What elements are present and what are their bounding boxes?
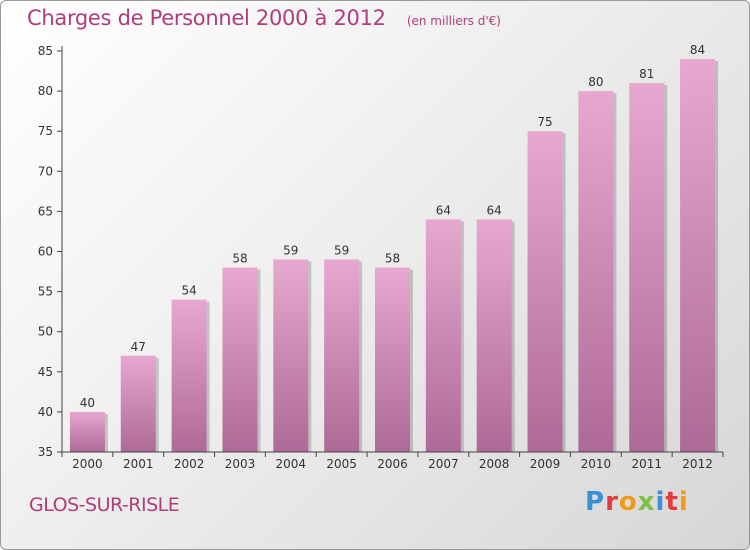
bar [375, 267, 410, 452]
logo-letter: o [618, 487, 638, 517]
y-tick-label: 50 [38, 325, 53, 339]
bar [171, 299, 207, 452]
bar [324, 259, 360, 452]
y-tick-label: 80 [38, 84, 53, 98]
bar-value-label: 84 [690, 43, 705, 57]
y-tick-label: 75 [38, 124, 53, 138]
x-tick-label: 2006 [377, 457, 408, 471]
bar [527, 131, 563, 452]
bar-value-label: 58 [232, 252, 247, 266]
x-tick-label: 2007 [428, 457, 459, 471]
logo-letter: t [665, 487, 679, 517]
bar [425, 219, 461, 452]
bar-value-label: 54 [181, 284, 196, 298]
bar [69, 411, 105, 452]
y-tick-label: 35 [38, 445, 53, 459]
logo-letter: x [637, 487, 656, 517]
y-tick-label: 55 [38, 285, 53, 299]
bar-value-label: 58 [385, 252, 400, 266]
y-tick-label: 40 [38, 405, 53, 419]
bar [578, 91, 614, 452]
y-tick-label: 70 [38, 164, 53, 178]
x-tick-label: 2005 [326, 457, 357, 471]
bar [222, 267, 258, 452]
bar [120, 355, 156, 452]
logo-letter: P [585, 487, 606, 517]
x-tick-label: 2003 [225, 457, 256, 471]
bar-value-label: 59 [334, 244, 349, 258]
x-tick-label: 2011 [631, 457, 662, 471]
logo-letter: r [605, 487, 619, 517]
y-tick-label: 65 [38, 204, 53, 218]
x-tick-label: 2004 [276, 457, 307, 471]
bar [476, 219, 512, 452]
chart-subtitle: (en milliers d'€) [406, 14, 501, 28]
bar-value-label: 64 [436, 203, 451, 217]
x-tick-label: 2008 [479, 457, 510, 471]
commune-name: GLOS-SUR-RISLE [29, 494, 180, 516]
logo-letter: i [655, 487, 666, 517]
bar-value-label: 81 [639, 67, 654, 81]
x-tick-label: 2000 [72, 457, 103, 471]
x-tick-label: 2002 [174, 457, 205, 471]
chart-title: Charges de Personnel 2000 à 2012 [27, 6, 386, 30]
bar-value-label: 80 [588, 75, 603, 89]
axes-layer: 2000 2001 2002 2003 2004 2005 2006 2007 2008 2009… [38, 44, 724, 471]
y-tick-label: 60 [38, 245, 53, 259]
y-tick-label: 85 [38, 44, 53, 58]
x-tick-label: 2009 [530, 457, 561, 471]
bar-value-label: 40 [80, 396, 95, 410]
bar-value-label: 75 [537, 115, 552, 129]
logo-letter: i [678, 487, 689, 517]
x-tick-label: 2010 [581, 457, 612, 471]
bars-layer: 40 47 54 58 59 59 58 64 64 75 80 81 84 [69, 43, 719, 453]
bar [273, 259, 309, 452]
bar-value-label: 64 [487, 203, 502, 217]
title-row: Charges de Personnel 2000 à 2012 (en mil… [27, 6, 501, 30]
bar [680, 59, 716, 453]
bar-value-label: 59 [283, 244, 298, 258]
x-tick-label: 2001 [123, 457, 154, 471]
proxiti-logo[interactable]: Proxiti [585, 487, 689, 517]
x-tick-label: 2012 [682, 457, 713, 471]
y-tick-label: 45 [38, 365, 53, 379]
bar [629, 83, 665, 452]
bar-value-label: 47 [131, 340, 146, 354]
